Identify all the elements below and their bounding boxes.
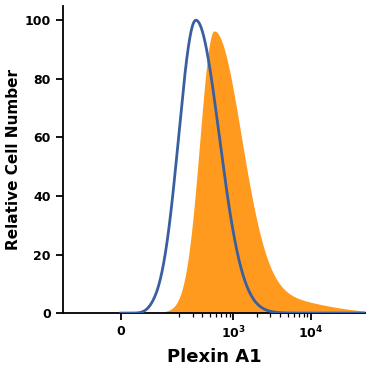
X-axis label: Plexin A1: Plexin A1	[167, 349, 262, 366]
Y-axis label: Relative Cell Number: Relative Cell Number	[6, 69, 20, 250]
